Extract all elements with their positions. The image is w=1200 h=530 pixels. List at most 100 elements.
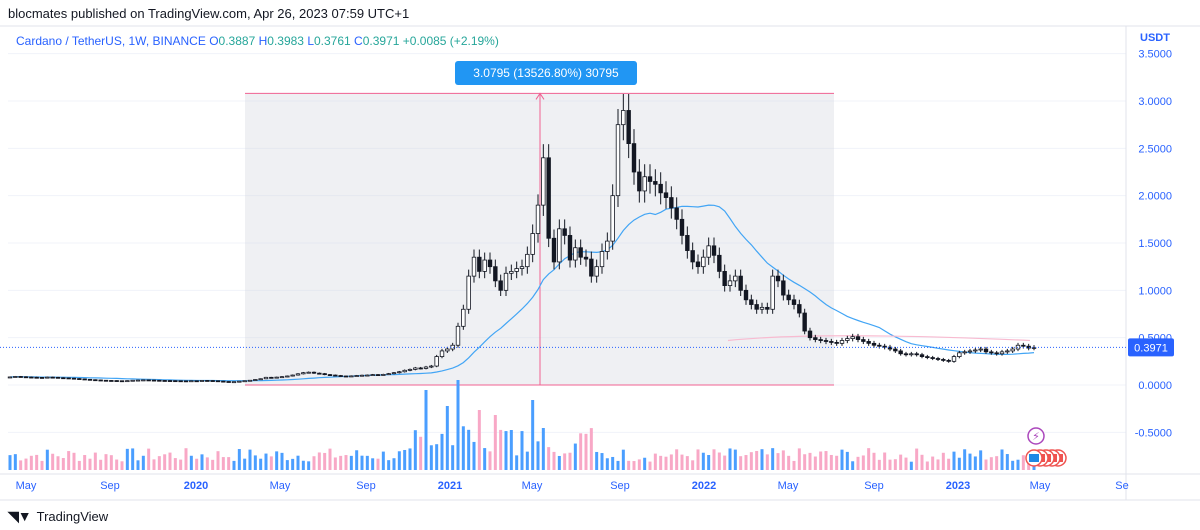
volume-bar xyxy=(424,390,428,470)
volume-bar xyxy=(589,428,593,470)
candle-body xyxy=(103,379,109,382)
volume-bar xyxy=(173,458,177,470)
volume-bar xyxy=(648,461,652,470)
volume-bar xyxy=(749,452,753,470)
candle-body xyxy=(957,352,962,357)
candle-body xyxy=(333,374,338,377)
candle-body xyxy=(706,245,711,258)
volume-bar xyxy=(920,454,924,470)
candle-body xyxy=(13,376,18,378)
candle-body xyxy=(802,312,807,332)
candle-body xyxy=(87,378,93,381)
volume-bar xyxy=(861,455,865,470)
volume-bar xyxy=(248,449,252,470)
candle-body xyxy=(215,380,221,383)
volume-bar xyxy=(957,457,961,470)
candle-body xyxy=(247,379,253,382)
volume-bar xyxy=(115,459,119,470)
volume-bar xyxy=(712,449,716,470)
candle-body xyxy=(690,250,695,263)
candle-body xyxy=(535,204,541,234)
candle-body xyxy=(850,336,855,340)
volume-bar xyxy=(243,458,247,470)
candle-body xyxy=(621,110,626,126)
volume-bar xyxy=(968,453,972,470)
volume-bar xyxy=(531,400,535,470)
lightning-event-icon xyxy=(1027,427,1045,445)
volume-bar xyxy=(680,454,684,470)
candle-body xyxy=(786,294,791,301)
volume-bar xyxy=(419,436,423,470)
volume-bar xyxy=(947,458,951,470)
volume-bar xyxy=(515,455,519,470)
volume-bar xyxy=(755,450,759,470)
candle-body xyxy=(183,380,189,383)
volume-bar xyxy=(509,430,513,470)
candle-body xyxy=(967,350,973,353)
volume-bar xyxy=(605,458,609,470)
candle-body xyxy=(82,378,87,381)
candle-body xyxy=(370,374,375,376)
candle-body xyxy=(173,380,178,383)
volume-bar xyxy=(627,460,631,470)
volume-bar xyxy=(435,444,439,470)
candle-body xyxy=(951,356,957,362)
candle-body xyxy=(978,348,983,351)
candle-body xyxy=(594,266,599,277)
candle-body xyxy=(791,299,797,305)
candle-body xyxy=(375,374,381,376)
volume-bar xyxy=(723,455,727,470)
candle-body xyxy=(674,207,679,220)
candle-body xyxy=(34,376,39,379)
candle-body xyxy=(1005,350,1010,353)
candle-body xyxy=(839,340,845,344)
volume-bar xyxy=(819,451,823,470)
candle-body xyxy=(770,275,775,310)
candle-body xyxy=(413,367,418,370)
volume-bar xyxy=(525,451,529,470)
volume-bar xyxy=(376,458,380,470)
candle-body xyxy=(914,353,919,356)
volume-bar xyxy=(195,458,199,470)
volume-bar xyxy=(941,452,945,470)
x-tick-label: Se xyxy=(1115,480,1128,492)
volume-bar xyxy=(760,449,764,470)
candle-body xyxy=(429,365,434,368)
candle-body xyxy=(813,337,818,340)
volume-bar xyxy=(99,459,103,470)
candle-body xyxy=(546,157,551,239)
volume-bar xyxy=(707,455,711,470)
candle-body xyxy=(386,373,391,376)
symbol-name: Cardano / TetherUS, 1W, BINANCE xyxy=(16,34,206,48)
candle-body xyxy=(397,371,402,374)
volume-bar xyxy=(995,456,999,470)
volume-bar xyxy=(643,457,647,470)
volume-bar xyxy=(8,455,12,470)
measure-label: 3.0795 (13526.80%) 30795 xyxy=(455,61,637,85)
volume-bar xyxy=(733,449,737,470)
candle-body xyxy=(487,259,493,268)
x-tick-label: 2021 xyxy=(438,480,462,492)
volume-bar xyxy=(851,461,855,470)
x-tick-label: Sep xyxy=(864,480,884,492)
volume-bar xyxy=(109,455,113,470)
publisher-line: blocmates published on TradingView.com, … xyxy=(8,6,410,21)
candle-body xyxy=(18,376,23,378)
volume-bar xyxy=(541,428,545,470)
high-value: 0.3983 xyxy=(267,34,304,48)
volume-bar xyxy=(563,453,567,470)
candle-body xyxy=(573,247,578,261)
volume-bar xyxy=(584,433,588,470)
volume-bar xyxy=(152,459,156,470)
volume-bars xyxy=(8,380,1036,470)
candle-body xyxy=(418,367,423,370)
candle-body xyxy=(71,377,77,380)
volume-bar xyxy=(40,460,44,470)
candle-body xyxy=(775,275,781,282)
high-label: H xyxy=(258,34,268,48)
candle-body xyxy=(626,110,631,145)
candle-body xyxy=(263,376,269,380)
volume-bar xyxy=(824,451,828,470)
volume-bar xyxy=(451,445,455,470)
